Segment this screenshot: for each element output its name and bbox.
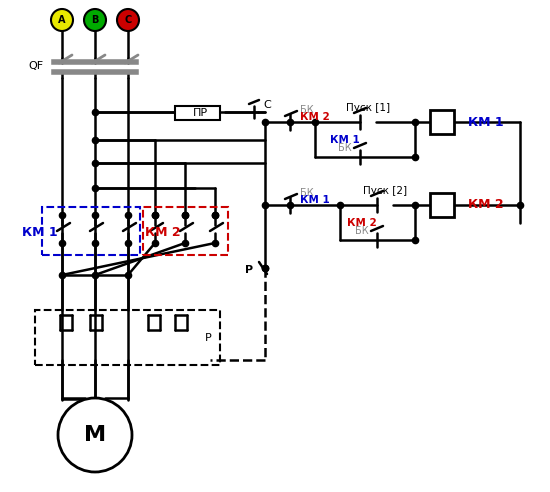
Text: БК: БК	[338, 143, 352, 153]
Text: КМ 2: КМ 2	[300, 112, 330, 122]
Text: M: M	[84, 425, 106, 445]
Text: КМ 2: КМ 2	[468, 198, 504, 212]
Circle shape	[51, 9, 73, 31]
Text: B: B	[91, 15, 98, 25]
Text: КМ 1: КМ 1	[22, 226, 58, 240]
Text: БК: БК	[300, 188, 313, 198]
Bar	[430, 110, 454, 134]
Text: A: A	[58, 15, 66, 25]
Text: C: C	[124, 15, 131, 25]
Text: ПР: ПР	[192, 108, 207, 118]
Text: КМ 1: КМ 1	[468, 116, 504, 128]
Circle shape	[58, 398, 132, 472]
Bar	[42, 207, 140, 255]
Text: КМ 1: КМ 1	[330, 135, 360, 145]
Text: КМ 2: КМ 2	[145, 226, 181, 240]
Text: P: P	[245, 265, 253, 275]
Text: БК: БК	[300, 105, 313, 115]
Text: C: C	[263, 100, 271, 110]
Bar	[430, 193, 454, 217]
Text: КМ 2: КМ 2	[347, 218, 377, 228]
Text: БК: БК	[355, 226, 369, 236]
Circle shape	[84, 9, 106, 31]
Text: Пуск [1]: Пуск [1]	[346, 103, 390, 113]
Text: Пуск [2]: Пуск [2]	[363, 186, 407, 196]
Text: QF: QF	[28, 61, 43, 71]
Bar	[143, 207, 228, 255]
Text: КМ 1: КМ 1	[300, 195, 330, 205]
Bar	[175, 106, 220, 120]
Circle shape	[117, 9, 139, 31]
Bar	[35, 310, 220, 365]
Text: Р: Р	[205, 333, 212, 343]
